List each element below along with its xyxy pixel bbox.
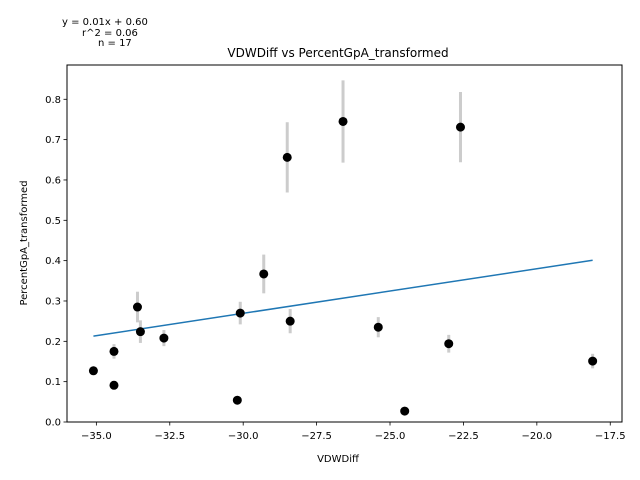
data-point [159, 333, 169, 343]
y-tick-label: 0.2 [45, 337, 61, 348]
x-tick-label: −27.5 [301, 431, 332, 442]
annotation-n: n = 17 [98, 38, 132, 49]
plot-area [88, 80, 598, 416]
y-tick-label: 0.4 [45, 256, 61, 267]
y-tick-label: 0.6 [45, 175, 61, 186]
data-point [259, 269, 269, 279]
y-axis: 0.0 0.1 0.2 0.3 0.4 0.5 0.6 0.7 0.8 [45, 95, 67, 429]
regression-line [93, 259, 593, 337]
annotation-r-squared: r^2 = 0.06 [82, 28, 138, 39]
y-tick-label: 0.5 [45, 216, 61, 227]
x-tick-label: −22.5 [448, 431, 479, 442]
y-tick-label: 0.0 [45, 418, 61, 429]
data-point [400, 406, 410, 416]
y-tick-label: 0.3 [45, 296, 61, 307]
x-tick-label: −25.0 [375, 431, 406, 442]
data-point [132, 302, 142, 312]
data-point [588, 356, 598, 366]
y-axis-label: PercentGpA_transformed [19, 180, 30, 305]
data-point [135, 327, 145, 337]
data-point [285, 316, 295, 326]
data-point [455, 122, 465, 132]
x-tick-label: −32.5 [154, 431, 185, 442]
axes-frame [66, 64, 623, 423]
x-axis: −35.0 −32.5 −30.0 −27.5 −25.0 −22.5 −20.0 −17.5 [81, 422, 626, 442]
annotation-equation: y = 0.01x + 0.60 [62, 17, 148, 28]
y-tick-label: 0.8 [45, 95, 61, 106]
x-axis-label: VDWDiff [317, 454, 360, 465]
data-point [232, 395, 242, 405]
x-tick-label: −20.0 [522, 431, 553, 442]
y-tick-label: 0.1 [45, 377, 61, 388]
data-point [109, 380, 119, 390]
data-point [444, 339, 454, 349]
data-point [282, 152, 292, 162]
x-tick-label: −30.0 [228, 431, 259, 442]
data-point [109, 346, 119, 356]
x-tick-label: −35.0 [81, 431, 112, 442]
chart-title: VDWDiff vs PercentGpA_transformed [227, 46, 448, 60]
data-point [373, 322, 383, 332]
data-point [88, 366, 98, 376]
data-point [338, 116, 348, 126]
data-point [235, 308, 245, 318]
y-tick-label: 0.7 [45, 135, 61, 146]
x-tick-label: −17.5 [595, 431, 626, 442]
